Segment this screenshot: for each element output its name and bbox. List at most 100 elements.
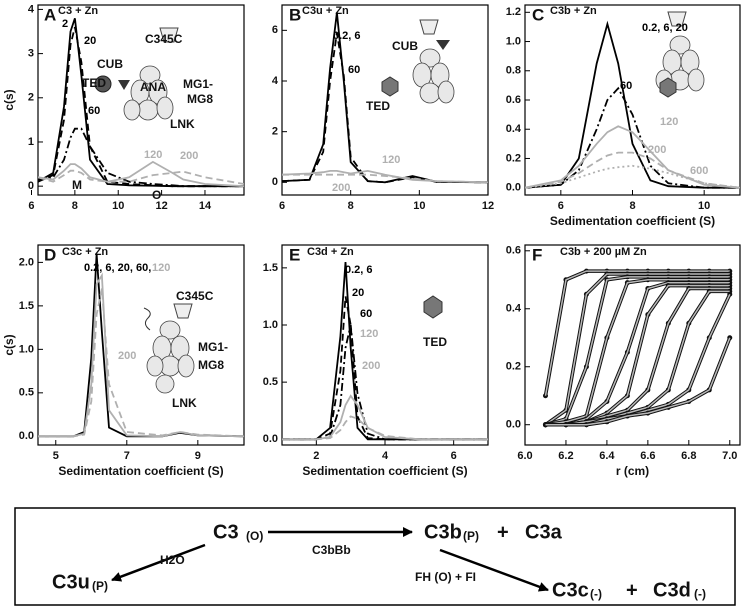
species: C3u: [52, 571, 90, 593]
distribution-line: [38, 160, 244, 188]
distribution-line: [38, 26, 244, 188]
x-tick-label: 6: [451, 450, 457, 462]
y-tick-label: 1.0: [263, 319, 278, 331]
x-tick-label: 2: [313, 450, 319, 462]
distribution-line: [282, 394, 488, 441]
x-tick-label: 6.6: [640, 450, 655, 462]
annotation: CUB: [97, 57, 123, 71]
y-tick-label: 0.6: [506, 245, 521, 257]
cartoon-domain: [159, 320, 181, 340]
x-tick-label: 8: [629, 200, 635, 212]
series-label: 0.2, 6, 20: [642, 22, 688, 34]
plus: +: [626, 579, 638, 601]
y-axis-label: c(s): [2, 334, 16, 355]
panel-title: C3c + Zn: [62, 246, 108, 258]
state: (-): [590, 587, 602, 601]
state: (P): [463, 529, 479, 543]
y-tick-label: 0.8: [506, 65, 521, 77]
y-tick-label: 1.0: [19, 343, 34, 355]
y-tick-label: 1.0: [506, 35, 521, 47]
x-tick-label: 6.2: [558, 450, 573, 462]
cartoon-domain: [156, 96, 174, 120]
series-label: 200: [118, 350, 136, 362]
series-label: 200: [180, 150, 198, 162]
series-label: 0.2, 6: [333, 30, 361, 42]
y-tick-label: 0.2: [506, 361, 521, 373]
state: (-): [694, 587, 706, 601]
distribution-line: [38, 169, 244, 185]
x-tick-label: 8: [348, 200, 354, 212]
distribution-line: [282, 262, 488, 441]
annotation: MG8: [198, 358, 224, 372]
cartoon-ana: [436, 40, 450, 50]
panel-letter: A: [44, 5, 56, 24]
series-label: 600: [690, 165, 708, 177]
fit-line: [545, 337, 731, 426]
annotation: TED: [82, 76, 106, 90]
state: (O): [246, 529, 263, 543]
series-label: 60: [360, 308, 372, 320]
series-label: 2: [62, 18, 68, 30]
panel-letter: B: [289, 5, 301, 24]
panel-title: C3d + Zn: [307, 246, 354, 258]
distribution-line: [282, 324, 488, 441]
distribution-line: [282, 169, 488, 184]
reagent: FH (O) + FI: [415, 570, 476, 584]
panel-title: C3 + Zn: [58, 5, 98, 17]
fit-line: [545, 276, 730, 426]
cartoon-ted: [423, 295, 443, 319]
panel-title: C3b + 200 µM Zn: [560, 246, 647, 258]
x-axis-label: Sedimentation coefficient (S): [58, 464, 223, 478]
series-label: 20: [84, 35, 96, 47]
annotation: CUB: [392, 39, 418, 53]
y-tick-label: 0.0: [263, 433, 278, 445]
annotation: TED: [366, 99, 390, 113]
y-tick-label: 0.2: [506, 152, 521, 164]
y-tick-label: 0.0: [506, 419, 521, 431]
series-label: 0.2, 6: [345, 264, 373, 276]
annotation: LNK: [172, 396, 197, 410]
panel-title: C3b + Zn: [550, 5, 597, 17]
y-tick-label: 0.0: [19, 430, 34, 442]
cartoon-c345c: [173, 303, 193, 319]
y-tick-label: 6: [272, 24, 278, 36]
y-tick-label: 0: [272, 176, 278, 188]
series-label: 60: [620, 80, 632, 92]
cartoon-domain: [146, 355, 164, 377]
species: C3: [213, 521, 239, 543]
cartoon-c345c: [667, 11, 687, 27]
panel-letter: F: [532, 245, 542, 264]
series-label: 200: [362, 360, 380, 372]
series-label: 20: [352, 287, 364, 299]
series-label: 120: [144, 149, 162, 161]
enzyme: C3bBb: [312, 543, 351, 557]
cartoon-domain: [137, 99, 159, 121]
y-tick-label: 1.5: [19, 300, 34, 312]
cartoon-ana: [118, 80, 130, 90]
cartoon-domain: [123, 99, 141, 121]
panel-title: C3u + Zn: [302, 5, 349, 17]
annotation: MG8: [187, 92, 213, 106]
x-axis-label: Sedimentation coefficient (S): [302, 464, 467, 478]
series-label: 200: [648, 144, 666, 156]
series-label: 60: [348, 64, 360, 76]
x-tick-label: 7: [124, 450, 130, 462]
cartoon-linker: [143, 307, 151, 331]
fit-line: [545, 273, 730, 426]
panel: 5 7 9 0.0 0.5 1.0 1.5 2.0 D C3c + Zn c(s) Sedimenta…: [2, 244, 245, 478]
distribution-line: [525, 164, 740, 189]
scheme-box: [14, 507, 736, 606]
y-axis-label: c(s): [2, 89, 16, 110]
y-tick-label: 3: [28, 48, 34, 60]
cartoon-domain: [155, 374, 175, 394]
annotation: TED: [423, 335, 447, 349]
annotation: ANA: [140, 80, 166, 94]
cartoon-domain: [669, 35, 691, 55]
species: C3c: [552, 579, 589, 601]
annotation: C345C: [176, 289, 214, 303]
distribution-line: [525, 125, 740, 189]
y-tick-label: 0.5: [19, 387, 34, 399]
x-tick-label: 6: [558, 200, 564, 212]
